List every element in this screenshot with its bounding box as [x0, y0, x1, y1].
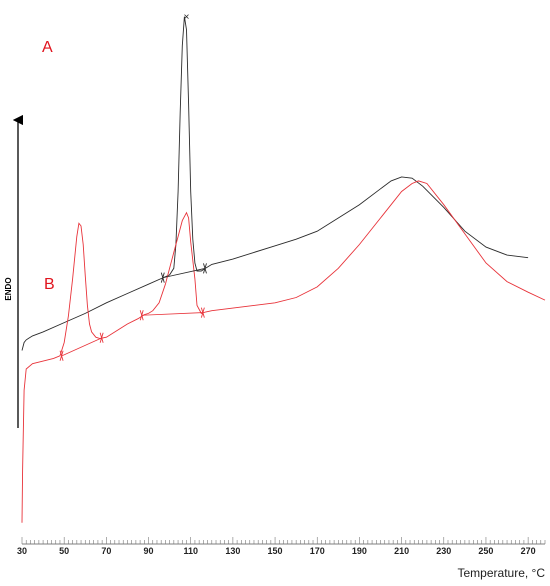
baseline-b-peak2 [142, 312, 204, 316]
x-tick-label: 30 [17, 546, 27, 556]
x-tick-label: 170 [310, 546, 325, 556]
y-axis-label: ENDO [4, 277, 13, 300]
baseline-b-peak1-end-tick [99, 332, 104, 343]
baseline-a-end-tick [203, 263, 207, 274]
x-tick-label: 110 [183, 546, 198, 556]
series-b-curve [21, 180, 546, 523]
x-tick-label: 150 [268, 546, 283, 556]
baseline-a-peak [163, 267, 206, 278]
series-a-label: A [42, 39, 53, 56]
x-axis: 30 50 70 90 110 130 150 170 190 210 230 250 270 [17, 537, 546, 556]
x-tick-label: 130 [225, 546, 240, 556]
baseline-b-peak1 [61, 337, 103, 357]
x-tick-label: 70 [101, 546, 111, 556]
series-b-label: B [44, 276, 55, 293]
x-axis-title: Temperature, °C [458, 566, 546, 580]
x-tick-label: 190 [352, 546, 367, 556]
peak-a-marker [184, 14, 189, 19]
integration-baselines [59, 14, 207, 361]
baseline-a-start-tick [160, 272, 165, 283]
baseline-b-peak2-end-tick [200, 307, 205, 318]
baseline-b-peak1-start-tick [59, 350, 64, 361]
series-a-curve [21, 16, 529, 351]
x-tick-label: 230 [436, 546, 451, 556]
x-tick-label: 250 [478, 546, 493, 556]
x-tick-label: 270 [521, 546, 536, 556]
baseline-b-peak2-start-tick [139, 310, 144, 321]
x-tick-label: 90 [144, 546, 154, 556]
x-tick-label: 50 [59, 546, 69, 556]
x-tick-label: 210 [394, 546, 409, 556]
